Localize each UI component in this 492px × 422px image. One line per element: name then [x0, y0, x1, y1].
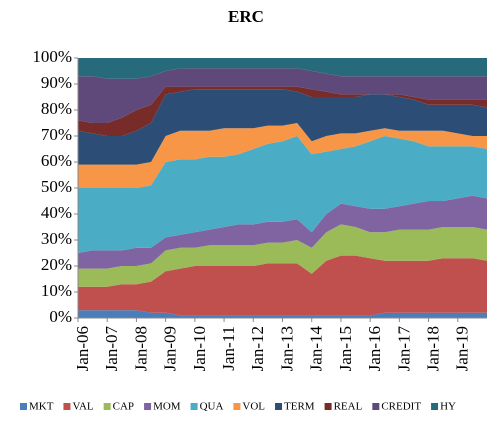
legend-label: VAL	[72, 401, 93, 413]
x-tick-label: Jan-07	[102, 326, 121, 372]
y-tick-label: 20%	[41, 255, 72, 274]
legend-label: HY	[440, 401, 456, 413]
y-tick-label: 60%	[41, 151, 72, 170]
y-tick-label: 80%	[41, 99, 72, 118]
legend-label: CREDIT	[381, 401, 421, 413]
x-tick-label: Jan-15	[336, 326, 355, 371]
area	[78, 123, 487, 188]
area	[78, 68, 487, 123]
y-tick-label: 0%	[49, 307, 72, 326]
area	[78, 195, 487, 269]
legend-label: REAL	[334, 401, 363, 413]
y-tick-label: 30%	[41, 229, 72, 248]
x-tick-label: Jan-06	[73, 326, 92, 371]
x-tick-label: Jan-14	[307, 326, 326, 372]
legend-swatch	[103, 403, 111, 410]
area	[78, 86, 487, 136]
legend-label: TERM	[284, 401, 315, 413]
x-tick-label: Jan-10	[190, 326, 209, 371]
x-tick-label: Jan-12	[248, 326, 267, 371]
y-tick-label: 100%	[32, 47, 72, 66]
chart-title: ERC	[228, 7, 264, 26]
area	[78, 255, 487, 316]
x-tick-label: Jan-18	[423, 326, 442, 371]
legend-swatch	[190, 403, 198, 410]
area	[78, 89, 487, 165]
legend-swatch	[63, 403, 71, 410]
area	[78, 224, 487, 287]
legend-swatch	[144, 403, 152, 410]
y-tick-label: 90%	[41, 73, 72, 92]
y-tick-label: 10%	[41, 281, 72, 300]
legend-label: CAP	[113, 401, 134, 413]
legend-label: VOL	[242, 401, 265, 413]
area	[78, 310, 487, 318]
area	[78, 136, 487, 253]
y-tick-label: 40%	[41, 203, 72, 222]
legend-label: MOM	[153, 401, 181, 413]
legend-swatch	[372, 403, 380, 410]
legend-swatch	[233, 403, 241, 410]
x-tick-label: Jan-11	[219, 326, 238, 371]
legend-swatch	[431, 403, 439, 410]
x-tick-label: Jan-09	[161, 326, 180, 371]
x-tick-label: Jan-19	[453, 326, 472, 371]
x-tick-label: Jan-16	[365, 326, 384, 371]
x-tick-label: Jan-17	[394, 326, 413, 372]
x-tick-label: Jan-13	[277, 326, 296, 371]
legend-label: QUA	[200, 401, 224, 413]
y-tick-label: 70%	[41, 125, 72, 144]
area	[78, 58, 487, 79]
legend-label: MKT	[29, 401, 54, 413]
legend-swatch	[324, 403, 332, 410]
y-tick-label: 50%	[41, 177, 72, 196]
legend-swatch	[275, 403, 283, 410]
x-tick-label: Jan-08	[131, 326, 150, 371]
legend-swatch	[20, 403, 27, 410]
